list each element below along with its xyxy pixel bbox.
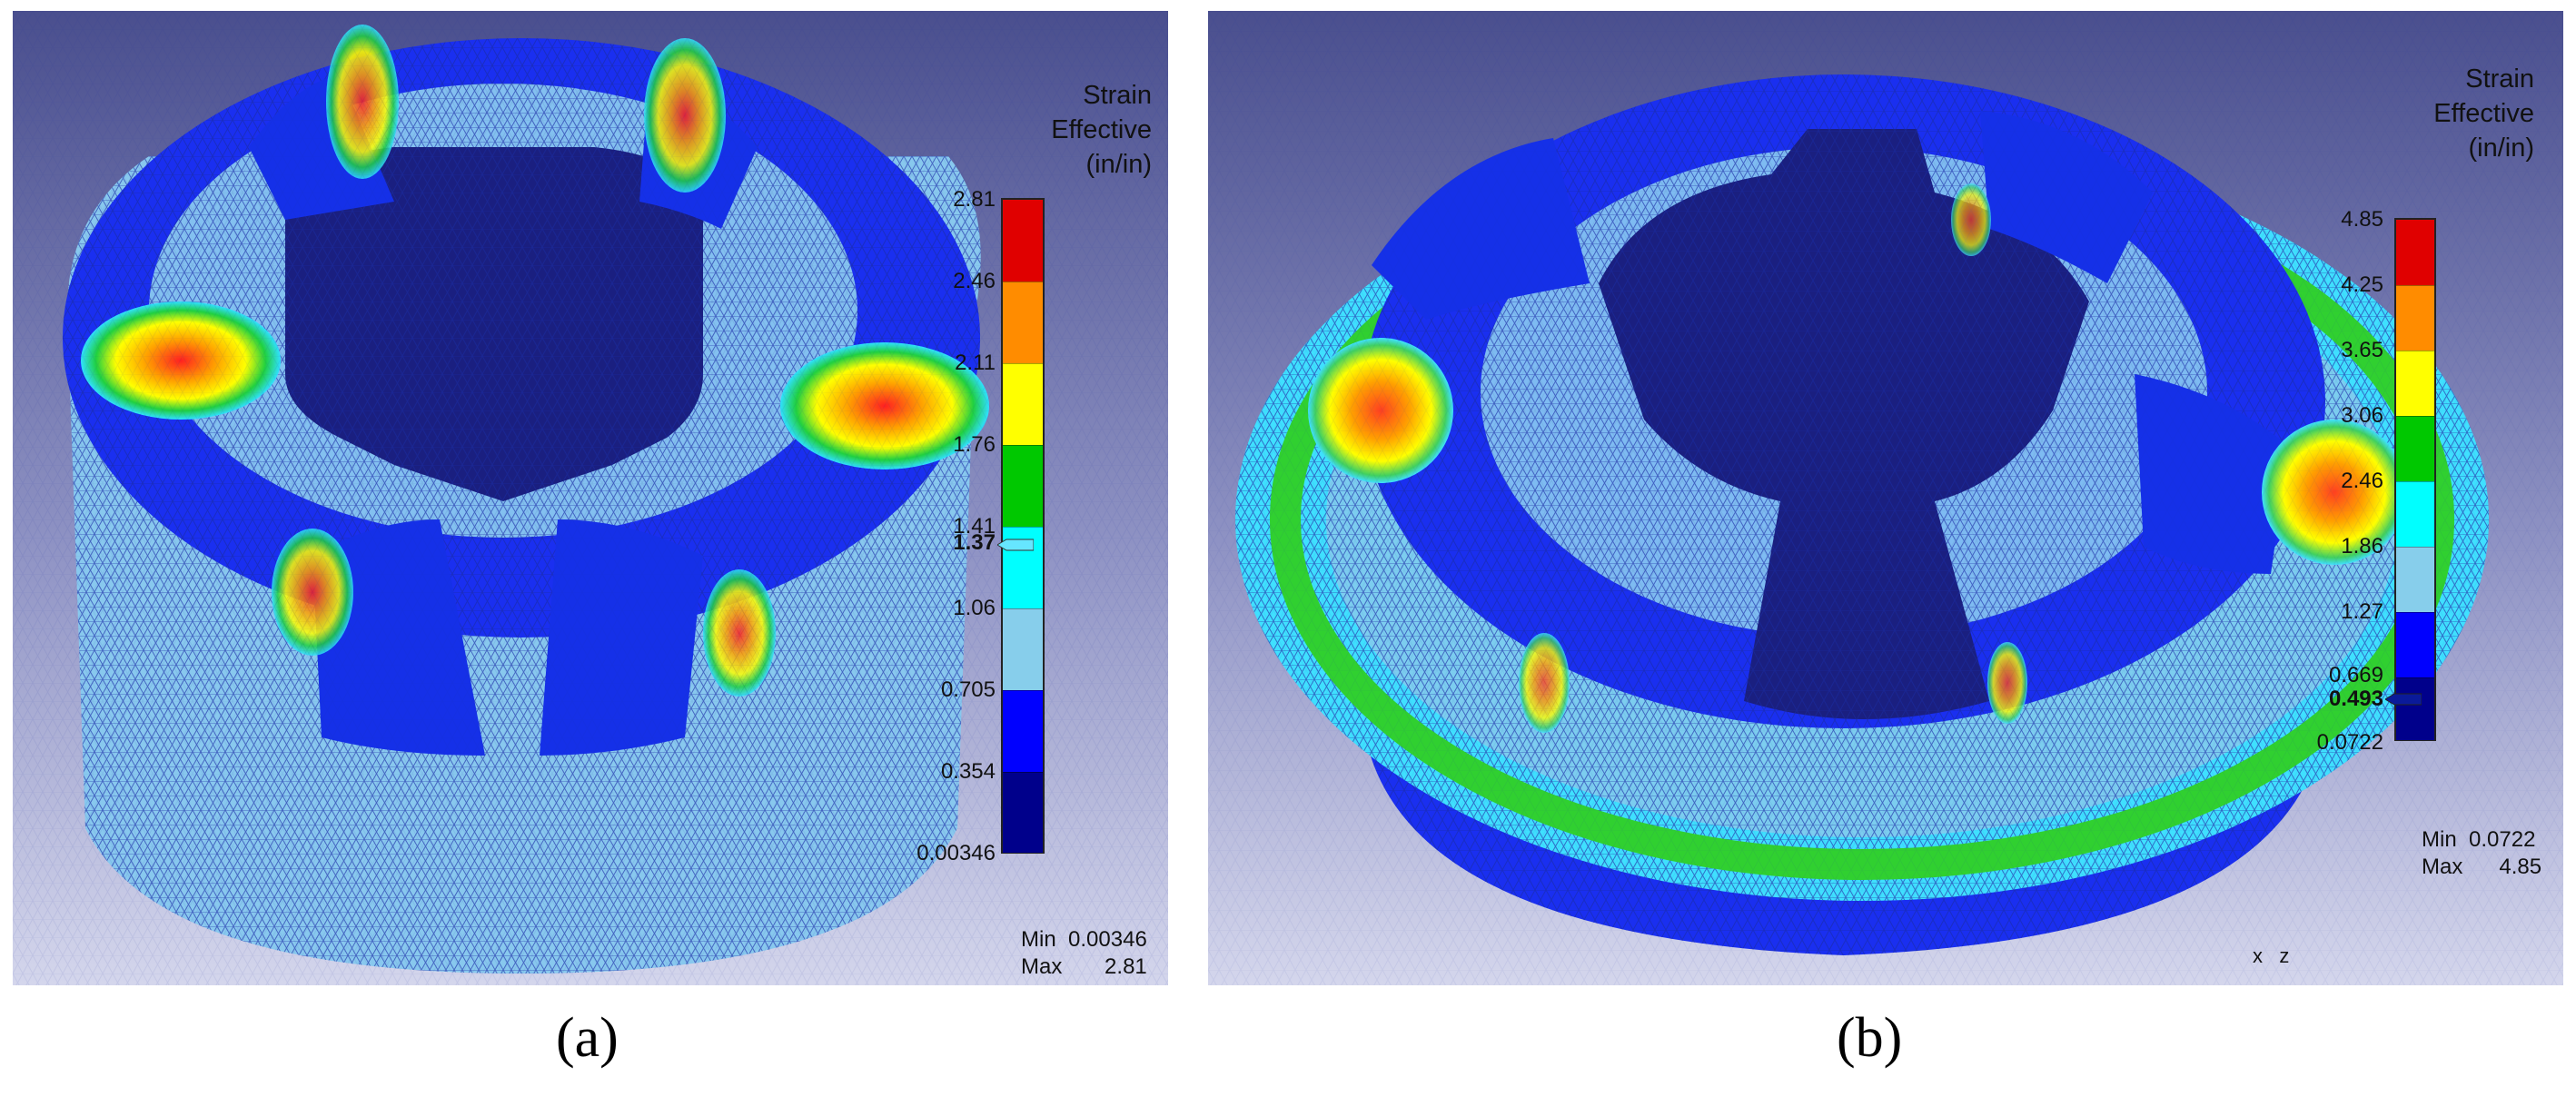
legend-tick: 2.46: [2341, 469, 2383, 493]
min-label: Min: [2422, 827, 2457, 852]
legend-max-row: Max 4.85: [2385, 826, 2541, 908]
legend-band: [1003, 772, 1043, 853]
legend-title-line: Effective: [1051, 115, 1152, 144]
legend-marker-arrow: [2385, 693, 2422, 706]
max-label: Max: [2422, 855, 2463, 879]
legend-band: [2396, 547, 2434, 613]
legend-tick: 1.86: [2341, 534, 2383, 558]
max-value: 2.81: [1105, 954, 1147, 979]
caption-b: (b): [1837, 1007, 1903, 1069]
legend-title-line: Strain: [2465, 64, 2534, 94]
legend-band: [2396, 612, 2434, 678]
min-label: Min: [1021, 927, 1056, 952]
legend-min-row: Min 0.00346: [985, 899, 1147, 981]
legend-band: [1003, 282, 1043, 364]
legend-tick: 2.11: [955, 351, 996, 375]
axis-label-z: z: [2279, 944, 2290, 967]
legend-band: [1003, 690, 1043, 773]
legend-tick: 0.00346: [916, 841, 996, 865]
legend-band: [1003, 608, 1043, 691]
legend-title-line: Strain: [1083, 81, 1152, 110]
legend-marker-value: 0.493: [2328, 687, 2383, 711]
color-legend-a: Strain Effective (in/in) 2.81 2.46 2.11 …: [13, 11, 1168, 985]
legend-tick: 3.65: [2341, 338, 2383, 362]
legend-tick: 4.25: [2341, 272, 2383, 297]
max-value: 4.85: [2499, 855, 2542, 879]
legend-band: [1003, 363, 1043, 446]
legend-min-row: Min 0.0722: [2385, 799, 2535, 881]
legend-color-bar-a: [1001, 198, 1045, 854]
fem-mesh-render-a: [13, 11, 1168, 985]
legend-tick: 0.354: [940, 759, 996, 784]
legend-band: [2396, 677, 2434, 740]
legend-title-b: Strain Effective (in/in): [2433, 62, 2534, 165]
legend-title-line: Effective: [2433, 99, 2534, 128]
legend-tick: 1.76: [953, 432, 996, 457]
axis-triad: x z: [2253, 944, 2289, 968]
strain-plot-panel-a: Strain Effective (in/in) 2.81 2.46 2.11 …: [13, 11, 1168, 985]
legend-tick: 3.06: [2341, 403, 2383, 428]
legend-band: [2396, 481, 2434, 548]
axis-label-x: x: [2253, 944, 2263, 967]
legend-band: [2396, 416, 2434, 482]
legend-marker-arrow: [997, 539, 1034, 551]
legend-band: [2396, 220, 2434, 285]
min-value: 0.0722: [2469, 827, 2536, 852]
legend-color-bar-b: [2394, 218, 2436, 741]
legend-tick: 1.27: [2341, 599, 2383, 624]
fem-mesh-render-b: [1208, 11, 2563, 985]
legend-tick: 4.85: [2341, 207, 2383, 232]
legend-max-row: Max 2.81: [985, 926, 1147, 985]
legend-tick: 1.41: [953, 514, 996, 539]
legend-band: [1003, 200, 1043, 282]
legend-tick: 0.705: [940, 677, 996, 702]
legend-tick: 2.81: [953, 187, 996, 212]
strain-plot-panel-b: Strain Effective (in/in) 4.85 4.25 3.65 …: [1208, 11, 2563, 985]
legend-title-line: (in/in): [1085, 150, 1152, 179]
legend-band: [2396, 285, 2434, 351]
legend-band: [2396, 351, 2434, 417]
legend-tick: 0.0722: [2316, 730, 2383, 755]
color-legend-b: Strain Effective (in/in) 4.85 4.25 3.65 …: [1208, 11, 2563, 985]
legend-tick: 0.669: [2328, 663, 2383, 687]
legend-marker-value: 1.37: [953, 530, 996, 555]
min-value: 0.00346: [1068, 927, 1147, 952]
max-label: Max: [1021, 954, 1063, 979]
legend-band: [1003, 445, 1043, 528]
caption-a: (a): [556, 1007, 619, 1069]
legend-tick: 1.06: [953, 596, 996, 620]
legend-tick: 2.46: [953, 269, 996, 293]
legend-title-line: (in/in): [2468, 133, 2534, 163]
legend-title-a: Strain Effective (in/in): [1051, 78, 1152, 182]
